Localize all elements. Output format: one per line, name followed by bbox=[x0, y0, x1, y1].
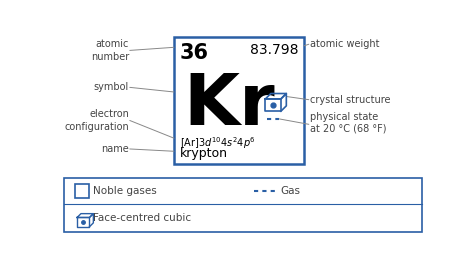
Text: electron
configuration: electron configuration bbox=[64, 109, 129, 132]
Text: Noble gases: Noble gases bbox=[93, 186, 157, 196]
Text: symbol: symbol bbox=[94, 82, 129, 92]
Text: 36: 36 bbox=[179, 43, 209, 63]
Text: name: name bbox=[101, 144, 129, 154]
Text: atomic
number: atomic number bbox=[91, 39, 129, 62]
Text: physical state
at 20 °C (68 °F): physical state at 20 °C (68 °F) bbox=[310, 111, 386, 134]
Bar bbox=[75, 184, 89, 198]
Text: krypton: krypton bbox=[180, 147, 228, 160]
Text: Kr: Kr bbox=[183, 71, 275, 140]
Text: 83.798: 83.798 bbox=[250, 43, 299, 57]
Text: atomic weight: atomic weight bbox=[310, 39, 379, 49]
Text: Face-centred cubic: Face-centred cubic bbox=[93, 213, 191, 223]
Text: Gas: Gas bbox=[280, 186, 300, 196]
Bar bbox=[64, 178, 422, 232]
Text: $\mathrm{[Ar]}3d^{10}4s^{2}4p^{6}$: $\mathrm{[Ar]}3d^{10}4s^{2}4p^{6}$ bbox=[180, 135, 256, 151]
Text: crystal structure: crystal structure bbox=[310, 95, 390, 105]
Bar bbox=[174, 36, 304, 164]
